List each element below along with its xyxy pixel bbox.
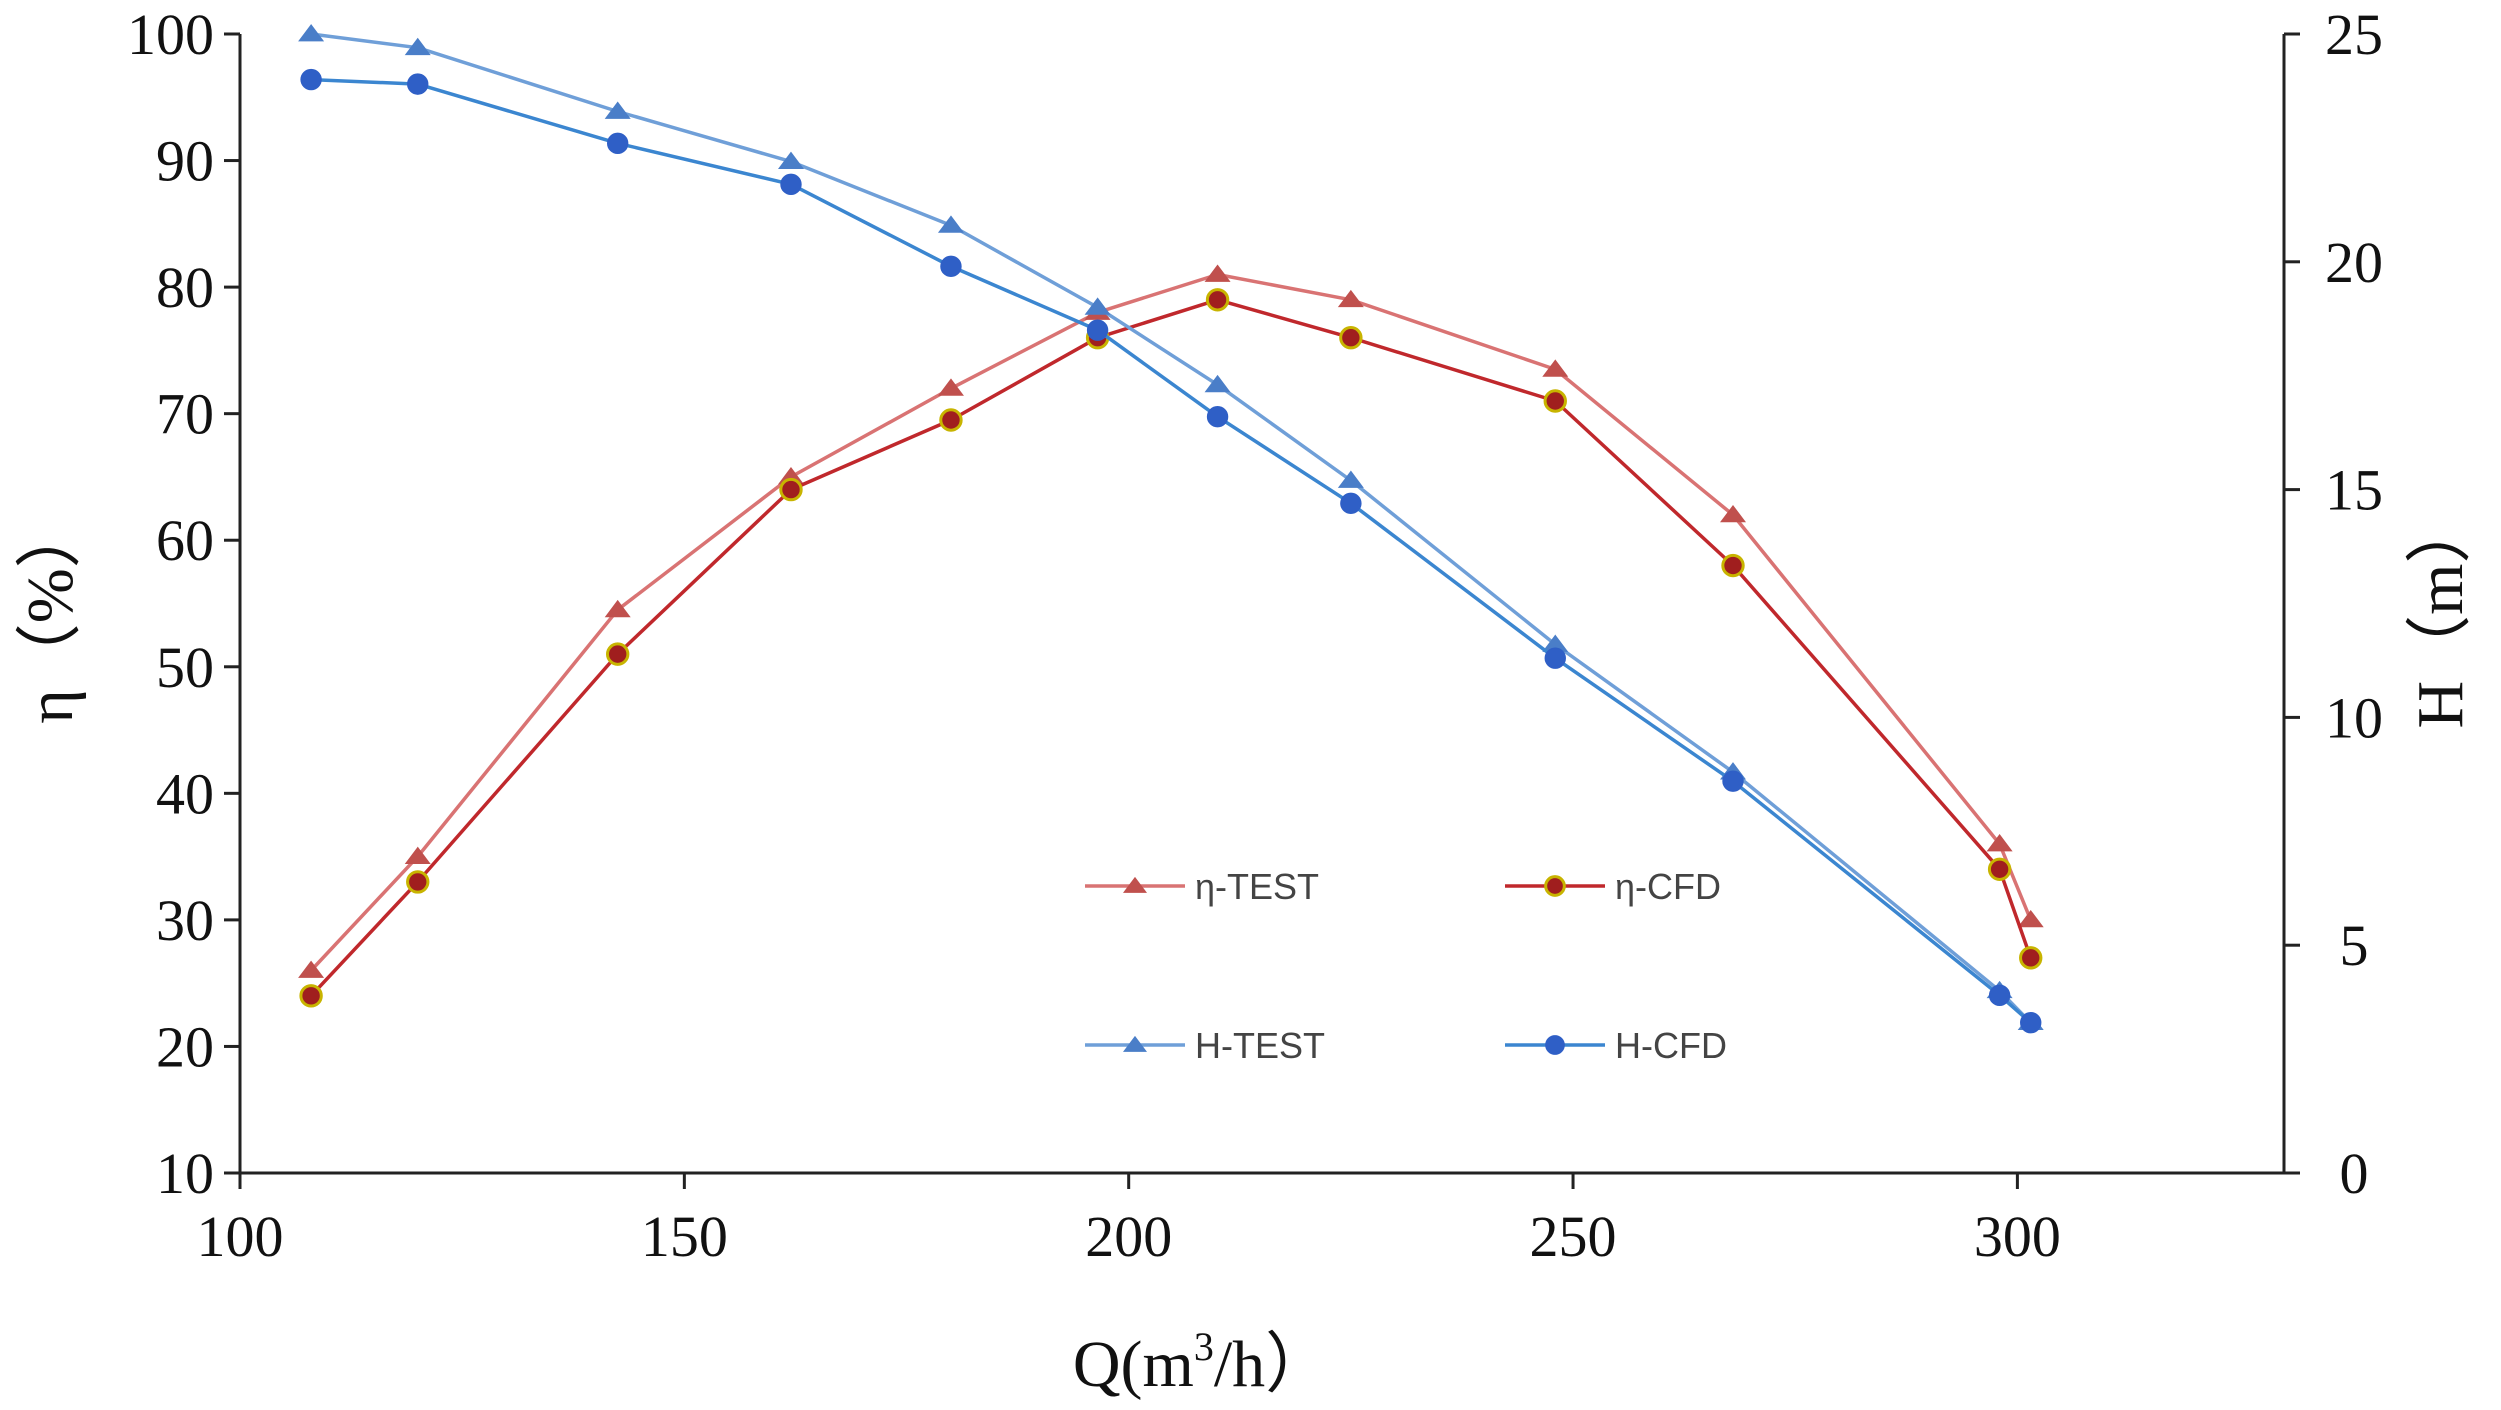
- data-point: [1339, 326, 1363, 350]
- axes-layer: 100 150 200 250 300 10 20 30 40 50 60 70 80 90 100 0 5 10…: [127, 2, 2383, 1269]
- data-point: [404, 846, 431, 865]
- legend-item: H-CFD: [1505, 1025, 1727, 1066]
- data-point: [1986, 834, 2013, 852]
- data-point: [2019, 946, 2043, 970]
- data-point: [777, 151, 804, 169]
- legend-label: η-TEST: [1195, 866, 1319, 907]
- series-line: [309, 298, 2033, 997]
- data-point: [1988, 984, 2011, 1007]
- data-point: [1337, 289, 1364, 308]
- y2-tick-label: 20: [2325, 230, 2383, 295]
- x-axis-title-suffix: /h）: [1214, 1328, 1331, 1401]
- y-tick-label: 20: [156, 1014, 214, 1079]
- data-point: [604, 599, 631, 618]
- y-tick-label: 100: [127, 2, 214, 67]
- series-4: [300, 68, 2042, 1034]
- legend-swatch-marker: [1123, 1035, 1147, 1052]
- x-axis-title: Q(m3/h）: [1073, 1324, 1331, 1401]
- data-point: [779, 477, 803, 502]
- x-axis-title-superscript: 3: [1194, 1324, 1214, 1369]
- data-point: [604, 101, 631, 119]
- data-point: [404, 37, 431, 56]
- data-point: [1204, 374, 1231, 393]
- y2-tick-label: 15: [2325, 458, 2383, 523]
- legend-swatch-marker: [1123, 876, 1147, 893]
- legend: η-TEST η-CFD H-TEST H-CFD: [1085, 866, 1727, 1066]
- data-point: [1206, 406, 1229, 428]
- data-point: [939, 408, 963, 432]
- y-tick-label: 80: [156, 255, 214, 320]
- data-point: [1337, 470, 1364, 488]
- data-point: [298, 24, 325, 42]
- legend-label: H-TEST: [1195, 1025, 1325, 1066]
- data-point: [1987, 857, 2012, 881]
- legend-item: η-TEST: [1085, 866, 1319, 907]
- data-point: [298, 960, 325, 978]
- data-point: [2017, 909, 2044, 928]
- data-point: [605, 642, 630, 666]
- legend-item: H-TEST: [1085, 1025, 1325, 1066]
- data-point: [1722, 770, 1744, 792]
- data-point: [606, 132, 629, 155]
- y-axis-title: η（%）: [14, 502, 87, 724]
- data-point: [2020, 1011, 2042, 1034]
- data-point: [1544, 647, 1566, 669]
- series-3: [298, 24, 2044, 1031]
- data-point: [407, 73, 429, 95]
- series-line: [309, 272, 2033, 972]
- data-point: [1084, 297, 1111, 315]
- data-point: [1542, 359, 1569, 377]
- data-point: [1205, 288, 1230, 312]
- series-1: [298, 264, 2044, 978]
- x-axis-title-prefix: Q(m: [1073, 1328, 1194, 1401]
- series-layer: [298, 24, 2044, 1034]
- y-tick-label: 10: [156, 1141, 214, 1206]
- y2-tick-label: 25: [2325, 2, 2383, 67]
- axis-titles: Q(m3/h） η（%） H（m）: [14, 498, 2477, 1402]
- data-point: [1204, 264, 1231, 282]
- x-tick-label: 150: [641, 1204, 728, 1269]
- data-point: [937, 215, 964, 233]
- y-tick-label: 50: [156, 635, 214, 700]
- legend-label: η-CFD: [1615, 866, 1721, 907]
- y-tick-label: 60: [156, 508, 214, 573]
- legend-label: H-CFD: [1615, 1025, 1727, 1066]
- y2-tick-label: 5: [2340, 913, 2369, 978]
- legend-swatch-marker: [1545, 1035, 1565, 1055]
- data-point: [1720, 504, 1747, 523]
- y2-axis-title: H（m）: [2404, 498, 2477, 729]
- data-point: [1340, 492, 1362, 514]
- y2-tick-label: 0: [2340, 1141, 2369, 1206]
- y2-tick-label: 10: [2325, 685, 2383, 750]
- data-point: [1086, 319, 1109, 341]
- series-2: [299, 288, 2043, 1008]
- x-tick-label: 200: [1085, 1204, 1172, 1269]
- data-point: [406, 870, 430, 894]
- y-tick-label: 40: [156, 761, 214, 826]
- data-point: [299, 984, 323, 1008]
- data-point: [780, 173, 802, 196]
- data-point: [1721, 553, 1745, 578]
- legend-item: η-CFD: [1505, 866, 1721, 907]
- y-tick-label: 70: [156, 382, 214, 447]
- legend-swatch-marker: [1544, 875, 1566, 897]
- x-tick-label: 100: [197, 1204, 284, 1269]
- series-line: [311, 77, 2032, 1025]
- data-point: [940, 255, 962, 278]
- series-line: [310, 32, 2032, 1024]
- x-tick-label: 300: [1974, 1204, 2061, 1269]
- data-point: [1543, 389, 1567, 413]
- data-point: [300, 68, 322, 91]
- data-point: [937, 378, 964, 396]
- y-tick-label: 30: [156, 888, 214, 953]
- x-tick-label: 250: [1530, 1204, 1617, 1269]
- y-tick-label: 90: [156, 129, 214, 194]
